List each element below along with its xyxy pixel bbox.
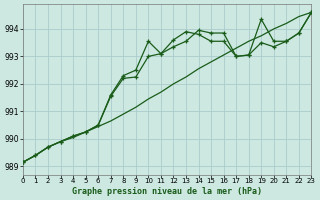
X-axis label: Graphe pression niveau de la mer (hPa): Graphe pression niveau de la mer (hPa)	[72, 187, 262, 196]
